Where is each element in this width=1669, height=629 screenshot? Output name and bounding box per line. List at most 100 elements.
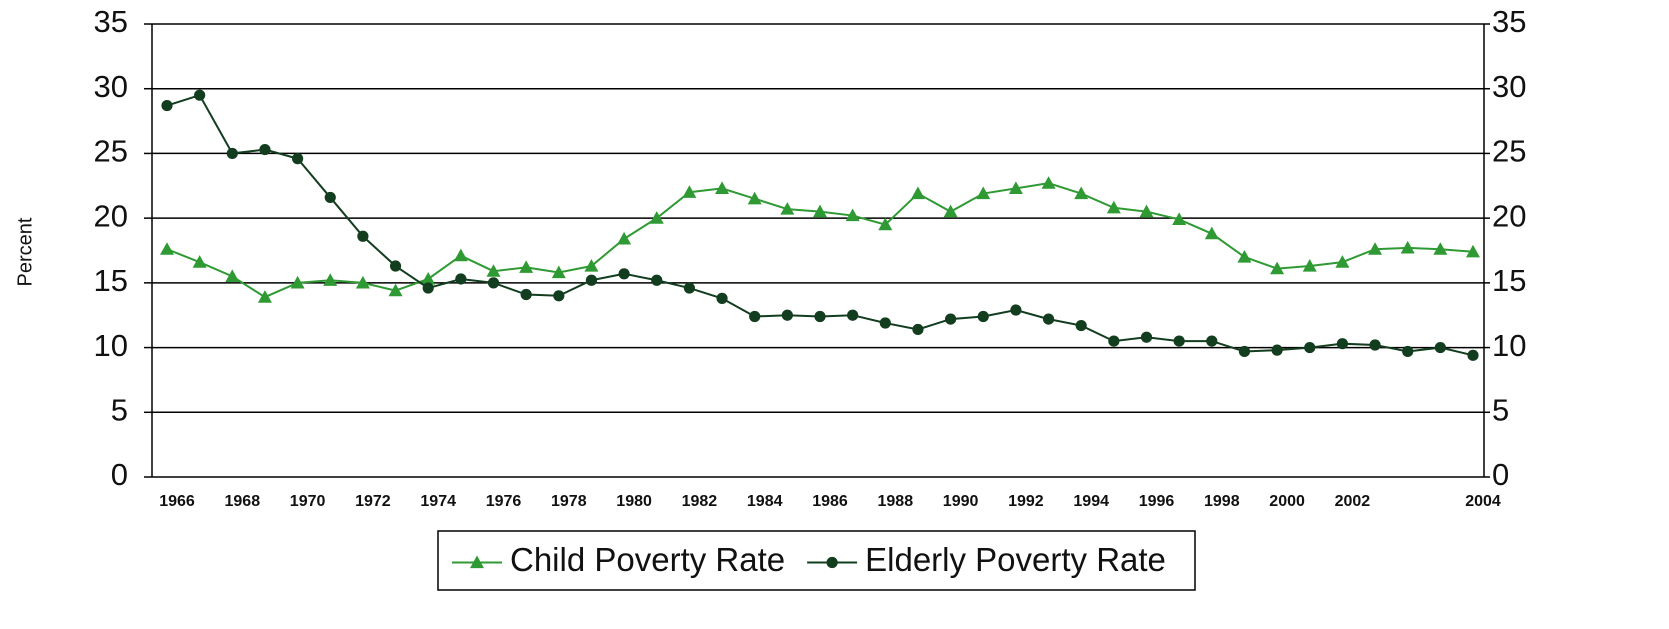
y-tick-label: 10 [94, 328, 128, 363]
legend-box [437, 530, 1196, 591]
triangle-marker [355, 275, 370, 289]
triangle-marker [1139, 204, 1154, 218]
circle-marker [683, 282, 696, 294]
triangle-marker [257, 290, 272, 303]
circle-marker [1271, 344, 1283, 356]
triangle-marker [1335, 255, 1350, 268]
x-tick-label: 2002 [1335, 493, 1371, 510]
triangle-marker [1433, 242, 1448, 255]
circle-marker [292, 153, 304, 165]
triangle-marker [453, 248, 468, 262]
y-tick-label: 0 [111, 457, 128, 492]
circle-marker [1369, 339, 1381, 351]
legend-label: Elderly Poverty Rate [865, 541, 1166, 578]
triangle-marker [943, 204, 958, 218]
circle-marker [520, 288, 532, 301]
triangle-marker [976, 186, 991, 200]
triangle-marker [1270, 261, 1285, 275]
circle-marker [1336, 338, 1348, 350]
x-tick-label: 1980 [616, 493, 652, 510]
triangle-marker [617, 231, 632, 245]
circle-marker [455, 273, 467, 285]
y-tick-label: 30 [94, 69, 128, 104]
y-tick-label: 35 [94, 4, 128, 39]
triangle-marker [519, 260, 534, 273]
series [160, 176, 1480, 303]
x-tick-label: 1970 [290, 493, 326, 510]
circle-marker [1238, 345, 1251, 358]
triangle-marker [1204, 226, 1219, 240]
triangle-marker [225, 269, 240, 282]
circle-marker [357, 230, 369, 242]
y-tick-label: 15 [94, 263, 128, 298]
circle-marker [814, 310, 826, 323]
triangle-marker [421, 271, 436, 285]
y-axis-label: Percent [14, 217, 36, 286]
triangle-marker [290, 275, 305, 289]
triangle-marker [649, 211, 664, 224]
x-tick-label: 1988 [878, 493, 914, 510]
circle-marker [259, 143, 271, 156]
x-tick-label: 1984 [747, 493, 783, 510]
triangle-marker [813, 204, 827, 218]
circle-marker [749, 310, 761, 323]
circle-marker [1434, 341, 1446, 354]
x-tick-label: 1998 [1204, 493, 1240, 510]
circle-marker [912, 323, 924, 336]
x-tick-label: 1978 [551, 493, 587, 510]
circle-marker [651, 274, 663, 286]
triangle-marker [486, 264, 501, 277]
triangle-marker [1400, 240, 1415, 254]
circle-marker [716, 292, 728, 304]
x-tick-label: 1968 [225, 493, 261, 510]
circle-marker [487, 277, 500, 289]
y2-tick-label: 35 [1492, 4, 1526, 39]
x-tick-label: 2000 [1269, 493, 1305, 510]
triangle-marker [1008, 181, 1023, 194]
y2-tick-label: 5 [1492, 392, 1509, 427]
triangle-marker [470, 555, 484, 569]
circle-marker [1173, 335, 1185, 347]
x-tick-label: 2004 [1465, 493, 1501, 510]
y2-tick-label: 20 [1492, 198, 1526, 233]
x-tick-label: 1982 [682, 493, 718, 510]
triangle-marker [780, 202, 795, 215]
triangle-marker [1237, 249, 1252, 263]
triangle-marker [1172, 212, 1187, 226]
circle-marker [1402, 345, 1414, 358]
circle-marker [161, 99, 173, 112]
x-tick-label: 1966 [159, 493, 195, 510]
x-tick-label: 1974 [420, 493, 456, 510]
x-tick-label: 1976 [486, 493, 522, 510]
circle-marker [1010, 304, 1022, 316]
circle-marker [618, 268, 630, 280]
triangle-marker [1106, 200, 1121, 214]
circle-marker [1304, 341, 1316, 354]
x-tick-label: 1996 [1139, 493, 1175, 510]
circle-marker [389, 260, 402, 272]
circle-marker [1108, 335, 1120, 347]
x-tick-label: 1992 [1008, 493, 1044, 510]
triangle-marker [878, 217, 893, 231]
circle-marker [226, 147, 238, 160]
triangle-marker [910, 186, 925, 200]
triangle-marker [160, 242, 174, 255]
y2-tick-label: 0 [1492, 457, 1509, 492]
y-tick-label: 5 [111, 392, 128, 427]
circle-marker [1075, 319, 1087, 332]
series [161, 89, 1479, 361]
triangle-marker [323, 273, 338, 286]
circle-marker [781, 309, 793, 321]
triangle-marker [551, 265, 566, 279]
triangle-marker [715, 181, 730, 194]
circle-marker [553, 290, 565, 302]
triangle-marker [1368, 242, 1383, 255]
y-tick-label: 25 [94, 134, 128, 169]
triangle-marker [845, 208, 860, 222]
triangle-marker [388, 283, 403, 297]
circle-marker [1206, 335, 1218, 347]
circle-marker [826, 556, 838, 569]
y2-tick-label: 15 [1492, 263, 1526, 298]
